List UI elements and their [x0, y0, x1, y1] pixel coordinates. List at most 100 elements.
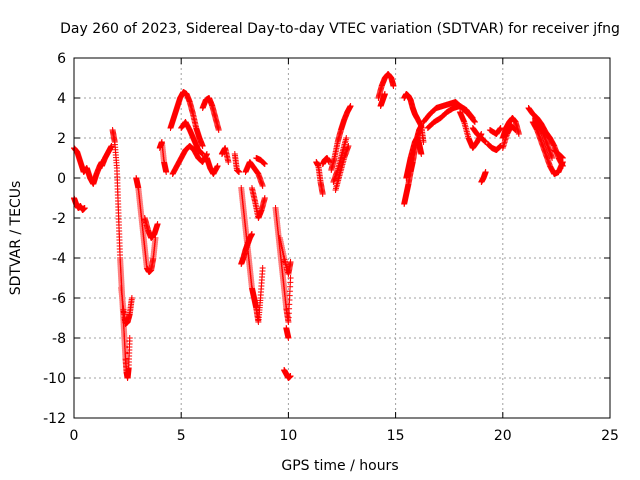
- data-point: [471, 118, 478, 125]
- y-tick-label: -10: [43, 371, 66, 387]
- y-tick-label: 2: [57, 131, 66, 147]
- series-arc-7: [141, 215, 161, 241]
- data-point: [345, 143, 352, 149]
- y-tick-label: -4: [52, 251, 66, 267]
- data-point: [471, 119, 478, 125]
- data-point: [482, 169, 489, 175]
- data-point: [347, 103, 354, 109]
- data-point: [214, 163, 221, 169]
- series-arc-20: [253, 155, 268, 167]
- grid-lines: [74, 58, 610, 418]
- x-tick-label: 5: [177, 428, 186, 444]
- data-point: [497, 125, 504, 131]
- chart-title: Day 260 of 2023, Sidereal Day-to-day VTE…: [60, 21, 620, 37]
- data-point: [469, 114, 476, 121]
- x-tick-label: 25: [601, 428, 619, 444]
- data-point: [128, 295, 135, 301]
- series-arc-41: [486, 125, 504, 137]
- x-tick-label: 20: [494, 428, 512, 444]
- data-point: [287, 259, 294, 265]
- series-arc-17: [238, 231, 255, 267]
- series-arc-34: [403, 135, 425, 181]
- series-arc-21: [272, 205, 294, 325]
- series-arc-32: [401, 91, 425, 129]
- series-arc-11: [178, 119, 206, 157]
- series-arc-3: [98, 143, 115, 169]
- data-point: [259, 183, 266, 189]
- series-arc-8: [156, 139, 170, 175]
- series-arc-23: [281, 367, 294, 381]
- data-point: [319, 191, 326, 197]
- data-points: [71, 71, 566, 381]
- plot-frame: [73, 57, 611, 419]
- series-arc-43: [499, 123, 519, 151]
- data-point: [261, 161, 268, 167]
- series-arc-30: [375, 71, 397, 101]
- series-arc-27: [328, 103, 354, 173]
- axis-ticks: 0 5 10 15 20 25 -12 -10 -8 -6 -4 -2 0 2 4 6: [43, 51, 619, 444]
- data-point: [236, 169, 243, 175]
- x-axis-label: GPS time / hours: [281, 458, 398, 474]
- series-arc-26: [319, 155, 333, 167]
- data-point: [126, 335, 133, 341]
- y-tick-label: 0: [57, 171, 66, 187]
- series-arc-2: [71, 195, 88, 213]
- data-point: [343, 135, 350, 141]
- data-point: [215, 127, 222, 133]
- data-point: [512, 127, 519, 133]
- series-arc-19: [248, 185, 268, 221]
- series-arc-46: [531, 115, 556, 161]
- x-tick-label: 0: [70, 428, 79, 444]
- data-point: [108, 143, 115, 149]
- y-tick-label: -2: [52, 211, 66, 227]
- series-arc-10: [169, 143, 210, 177]
- data-point: [469, 115, 476, 121]
- y-tick-label: 6: [57, 51, 66, 67]
- series-arc-47: [551, 147, 566, 161]
- data-point: [287, 275, 294, 281]
- data-point: [199, 151, 206, 157]
- series-arc-29: [332, 143, 352, 193]
- y-tick-label: -8: [52, 331, 66, 347]
- data-point: [381, 91, 388, 97]
- x-tick-label: 15: [387, 428, 405, 444]
- data-point: [287, 373, 294, 379]
- y-axis-label: SDTVAR / TECUs: [8, 181, 24, 296]
- series-arc-12: [199, 95, 222, 133]
- series-arc-6: [133, 175, 159, 275]
- data-point: [549, 155, 556, 161]
- series-arc-18: [242, 159, 266, 189]
- series-arc-25: [313, 159, 326, 197]
- x-tick-label: 10: [279, 428, 297, 444]
- series-arc-15: [231, 151, 243, 175]
- data-point: [261, 195, 268, 201]
- series-arc-22: [276, 235, 294, 277]
- data-point: [248, 231, 255, 237]
- data-point: [559, 155, 566, 161]
- y-tick-label: -12: [43, 411, 66, 427]
- data-point: [390, 83, 397, 89]
- series-arc-35: [420, 99, 478, 125]
- series-arc-14: [218, 145, 232, 165]
- series-arc-4: [109, 127, 133, 381]
- series-arc-33: [401, 123, 427, 207]
- data-point: [154, 221, 161, 227]
- data-point: [515, 131, 522, 137]
- series-arc-13: [203, 155, 221, 177]
- series-arc-38: [469, 125, 489, 145]
- data-point: [418, 151, 425, 157]
- series-arc-31: [377, 91, 388, 109]
- y-tick-label: -6: [52, 291, 66, 307]
- data-point: [225, 159, 232, 165]
- data-point: [259, 265, 266, 271]
- series-arc-45: [529, 119, 566, 177]
- data-point: [81, 205, 88, 211]
- data-point: [163, 169, 170, 175]
- series-arc-24: [283, 325, 292, 341]
- y-tick-label: 4: [57, 91, 66, 107]
- series-arc-39: [478, 169, 489, 185]
- data-point: [199, 143, 206, 149]
- series-arc-36: [424, 103, 476, 131]
- series-arc-5: [118, 285, 135, 327]
